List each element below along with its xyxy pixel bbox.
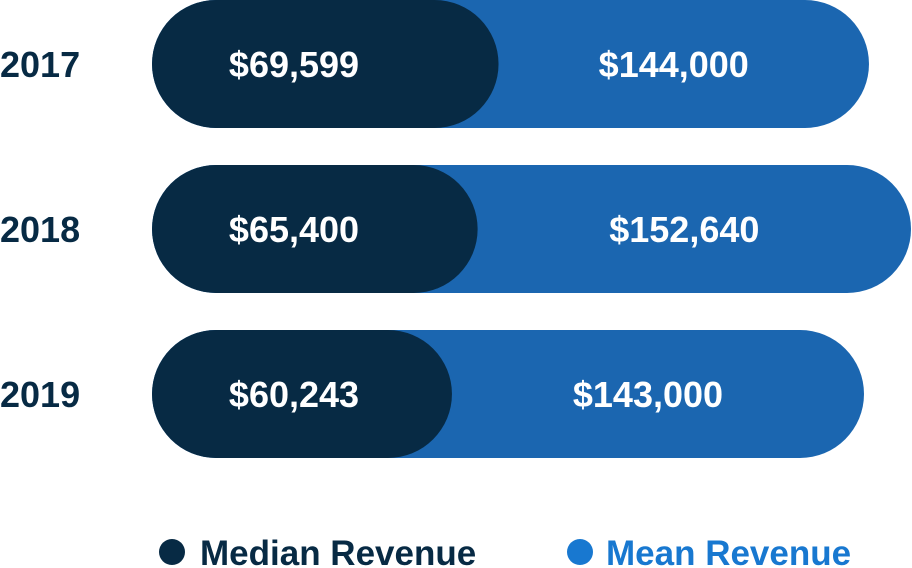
median-value-label: $69,599 [229, 44, 359, 85]
median-revenue-bar [152, 330, 452, 458]
median-revenue-bar [152, 0, 499, 128]
year-label: 2017 [0, 44, 80, 85]
legend-label-mean: Mean Revenue [606, 534, 851, 568]
mean-value-label: $143,000 [573, 374, 723, 415]
mean-value-label: $144,000 [599, 44, 749, 85]
mean-value-label: $152,640 [609, 209, 759, 250]
year-label: 2019 [0, 374, 80, 415]
median-revenue-bar [152, 165, 478, 293]
bar-row-2019: 2019 $60,243 $143,000 [0, 330, 865, 458]
bar-row-2017: 2017 $69,599 $144,000 [0, 0, 869, 128]
legend: Median Revenue Mean Revenue [159, 534, 851, 568]
legend-marker-median [159, 539, 185, 565]
median-value-label: $65,400 [229, 209, 359, 250]
median-value-label: $60,243 [229, 374, 359, 415]
legend-label-median: Median Revenue [200, 534, 476, 568]
year-label: 2018 [0, 209, 80, 250]
bar-row-2018: 2018 $65,400 $152,640 [0, 165, 911, 293]
legend-marker-mean [567, 539, 593, 565]
